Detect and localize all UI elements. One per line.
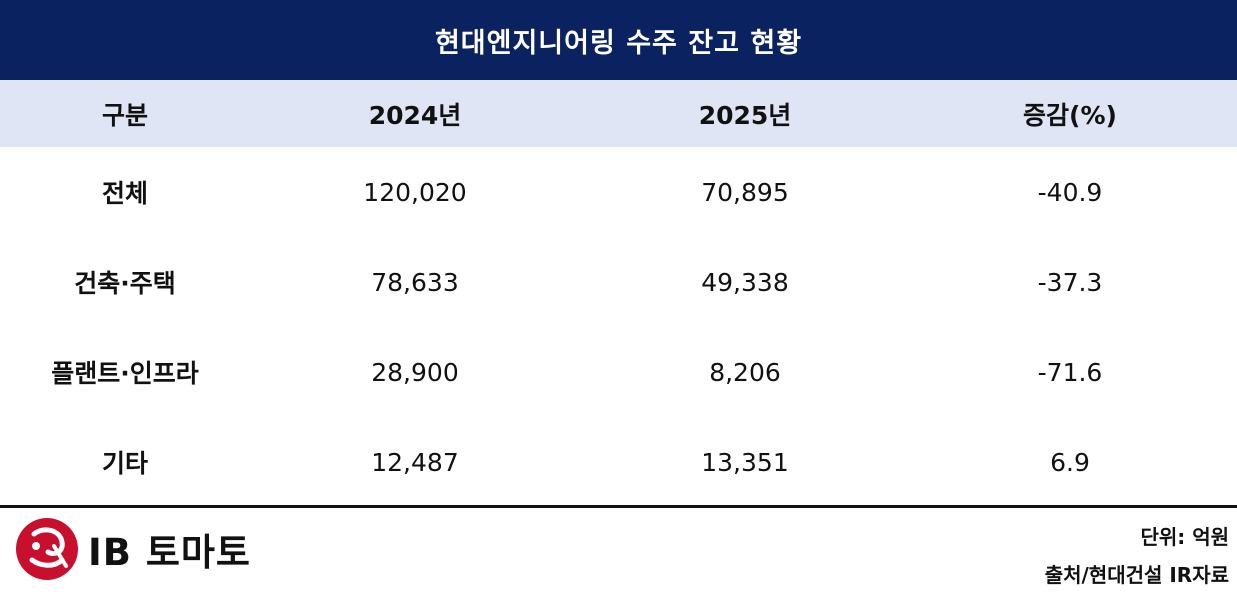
source-note: 출처/현대건설 IR자료 — [1044, 563, 1229, 587]
cell-change: 6.9 — [1050, 447, 1090, 477]
header-category: 구분 — [101, 100, 148, 130]
logo-text: IB 토마토 — [88, 531, 251, 574]
title-text: 현대엔지니어링 수주 잔고 현황 — [434, 27, 803, 59]
cell-2024: 120,020 — [363, 177, 467, 207]
cell-2025: 49,338 — [701, 267, 789, 297]
header-change: 증감(%) — [1023, 100, 1117, 130]
unit-note: 단위: 억원 — [1140, 525, 1229, 549]
table-header-row: 구분 2024년 2025년 증감(%) — [0, 80, 1237, 147]
cell-change: -71.6 — [1037, 357, 1103, 387]
table-row: 전체 120,020 70,895 -40.9 — [0, 147, 1237, 237]
row-label: 플랜트·인프라 — [51, 359, 199, 388]
cell-2024: 28,900 — [371, 357, 459, 387]
tomato-logo-icon — [16, 518, 78, 580]
table-row: 기타 12,487 13,351 6.9 — [0, 417, 1237, 507]
row-label: 기타 — [101, 449, 148, 478]
table-title: 현대엔지니어링 수주 잔고 현황 — [0, 0, 1237, 80]
ib-tomato-logo: IB 토마토 — [14, 516, 251, 582]
cell-2025: 8,206 — [709, 357, 781, 387]
cell-2025: 13,351 — [701, 447, 789, 477]
row-label: 전체 — [101, 179, 148, 208]
table-row: 건축·주택 78,633 49,338 -37.3 — [0, 237, 1237, 327]
cell-change: -37.3 — [1037, 267, 1103, 297]
footnotes: 단위: 억원 출처/현대건설 IR자료 — [1045, 518, 1229, 594]
table-row: 플랜트·인프라 28,900 8,206 -71.6 — [0, 327, 1237, 417]
cell-change: -40.9 — [1037, 177, 1103, 207]
header-2025: 2025년 — [698, 100, 792, 130]
row-label: 건축·주택 — [74, 269, 176, 298]
header-2024: 2024년 — [368, 100, 462, 130]
cell-2024: 12,487 — [371, 447, 459, 477]
cell-2025: 70,895 — [701, 177, 789, 207]
table-bottom-divider — [0, 505, 1237, 508]
cell-2024: 78,633 — [371, 267, 459, 297]
